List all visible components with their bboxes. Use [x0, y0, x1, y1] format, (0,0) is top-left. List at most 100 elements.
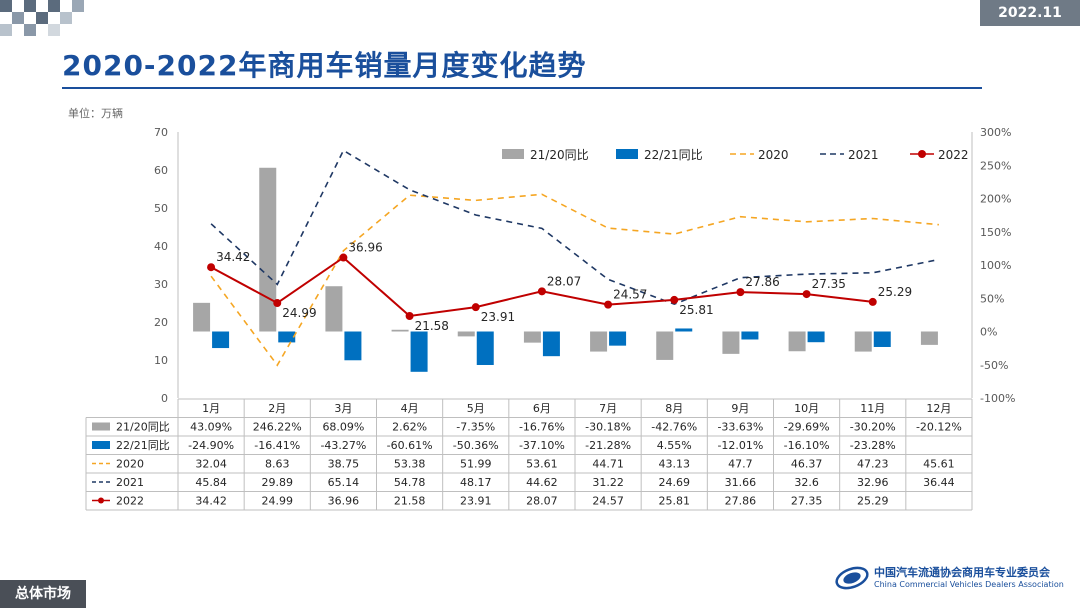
association-name-en: China Commercial Vehicles Dealers Associ…: [874, 580, 1064, 589]
legend-label-2022: 2022: [938, 148, 969, 162]
bar-21/20同比-3月: [325, 286, 343, 332]
bar-22/21同比-9月: [741, 331, 759, 340]
table-cell: 25.29: [857, 495, 889, 508]
table-cell: 29.89: [262, 476, 294, 489]
x-tick-label: 11月: [860, 402, 885, 415]
table-cell: 31.22: [592, 476, 624, 489]
bar-21/20同比-10月: [788, 331, 806, 352]
table-cell: -37.10%: [519, 439, 565, 452]
table-cell: 32.96: [857, 476, 889, 489]
table-cell: -30.20%: [850, 421, 896, 434]
bar-21/20同比-6月: [523, 331, 541, 343]
table-legend-marker-2022: [98, 497, 104, 504]
date-badge: 2022.11: [980, 0, 1080, 26]
data-label-2022: 27.86: [745, 275, 779, 289]
data-label-2022: 21.58: [415, 319, 449, 333]
table-cell: 45.61: [923, 458, 955, 471]
association-name-cn: 中国汽车流通协会商用车专业委员会: [874, 566, 1050, 579]
bar-22/21同比-11月: [873, 331, 891, 347]
legend-label-2020: 2020: [758, 148, 789, 162]
data-label-2022: 24.99: [282, 306, 316, 320]
table-cell: 54.78: [394, 476, 426, 489]
table-cell: 43.13: [659, 458, 691, 471]
bar-22/21同比-7月: [609, 331, 627, 346]
table-cell: -23.28%: [850, 439, 896, 452]
data-label-2022: 24.57: [613, 288, 647, 302]
x-tick-label: 9月: [731, 402, 749, 415]
point-2022-2月: [273, 299, 282, 308]
x-tick-label: 7月: [599, 402, 617, 415]
y-left-tick-label: 30: [154, 278, 168, 291]
y-right-tick-label: -100%: [980, 392, 1015, 405]
y-right-tick-label: 250%: [980, 159, 1011, 172]
legend-marker-2022: [918, 150, 926, 158]
association-logo: 中国汽车流通协会商用车专业委员会 China Commercial Vehicl…: [834, 562, 1066, 596]
point-2022-7月: [604, 300, 613, 309]
table-cell: 24.99: [262, 495, 294, 508]
unit-label: 单位：万辆: [68, 107, 123, 120]
checker-pattern-decoration: [0, 0, 84, 36]
table-cell: 53.61: [526, 458, 558, 471]
table-legend-key-22/21同比: [92, 441, 110, 449]
table-row-label: 2020: [116, 458, 144, 471]
table-cell: 28.07: [526, 495, 558, 508]
table-cell: 47.7: [728, 458, 753, 471]
series-line-2021: [210, 149, 940, 306]
table-cell: -33.63%: [717, 421, 763, 434]
table-cell: -30.18%: [585, 421, 631, 434]
table-cell: -16.76%: [519, 421, 565, 434]
table-cell: 47.23: [857, 458, 889, 471]
x-tick-label: 6月: [533, 402, 551, 415]
bar-21/20同比-4月: [391, 329, 409, 332]
y-left-tick-label: 40: [154, 240, 168, 253]
table-cell: 51.99: [460, 458, 492, 471]
y-right-tick-label: -50%: [980, 359, 1008, 372]
legend-swatch-21/20同比: [502, 149, 524, 159]
x-tick-label: 3月: [334, 402, 352, 415]
bar-22/21同比-10月: [807, 331, 825, 343]
y-left-tick-label: 60: [154, 164, 168, 177]
table-cell: 65.14: [328, 476, 360, 489]
legend-label-21/20同比: 21/20同比: [530, 148, 589, 162]
y-left-tick-label: 20: [154, 316, 168, 329]
x-tick-label: 12月: [926, 402, 951, 415]
y-right-tick-label: 0%: [980, 326, 997, 339]
y-right-tick-label: 50%: [980, 292, 1004, 305]
table-cell: -24.90%: [188, 439, 234, 452]
table-cell: -21.28%: [585, 439, 631, 452]
bar-22/21同比-6月: [542, 331, 560, 357]
bar-22/21同比-3月: [344, 331, 362, 361]
table-cell: 48.17: [460, 476, 492, 489]
table-cell: 38.75: [328, 458, 360, 471]
bar-22/21同比-4月: [410, 331, 428, 372]
table-cell: -43.27%: [320, 439, 366, 452]
x-tick-label: 4月: [401, 402, 419, 415]
section-tab: 总体市场: [0, 580, 86, 608]
table-cell: -60.61%: [387, 439, 433, 452]
bar-21/20同比-5月: [457, 331, 475, 337]
table-legend-key-21/20同比: [92, 422, 110, 431]
table-row-label: 21/20同比: [116, 421, 170, 434]
data-label-2022: 23.91: [481, 310, 515, 324]
table-cell: 2.62%: [392, 421, 427, 434]
x-tick-label: 8月: [665, 402, 683, 415]
bar-21/20同比-9月: [722, 331, 740, 354]
legend-swatch-22/21同比: [616, 149, 638, 159]
table-cell: 21.58: [394, 495, 426, 508]
table-cell: -16.41%: [254, 439, 300, 452]
bar-21/20同比-7月: [590, 331, 608, 352]
legend-label-2021: 2021: [848, 148, 879, 162]
title-underline: [62, 87, 982, 89]
table-cell: -16.10%: [784, 439, 830, 452]
table-row-label: 2021: [116, 476, 144, 489]
table-cell: 36.96: [328, 495, 360, 508]
point-2022-10月: [802, 290, 811, 299]
table-cell: 36.44: [923, 476, 955, 489]
table-cell: -20.12%: [916, 421, 962, 434]
table-cell: 46.37: [791, 458, 823, 471]
legend-label-22/21同比: 22/21同比: [644, 148, 703, 162]
page-title: 2020-2022年商用车销量月度变化趋势: [62, 49, 587, 82]
bar-22/21同比-8月: [675, 328, 693, 332]
y-left-tick-label: 0: [161, 392, 168, 405]
